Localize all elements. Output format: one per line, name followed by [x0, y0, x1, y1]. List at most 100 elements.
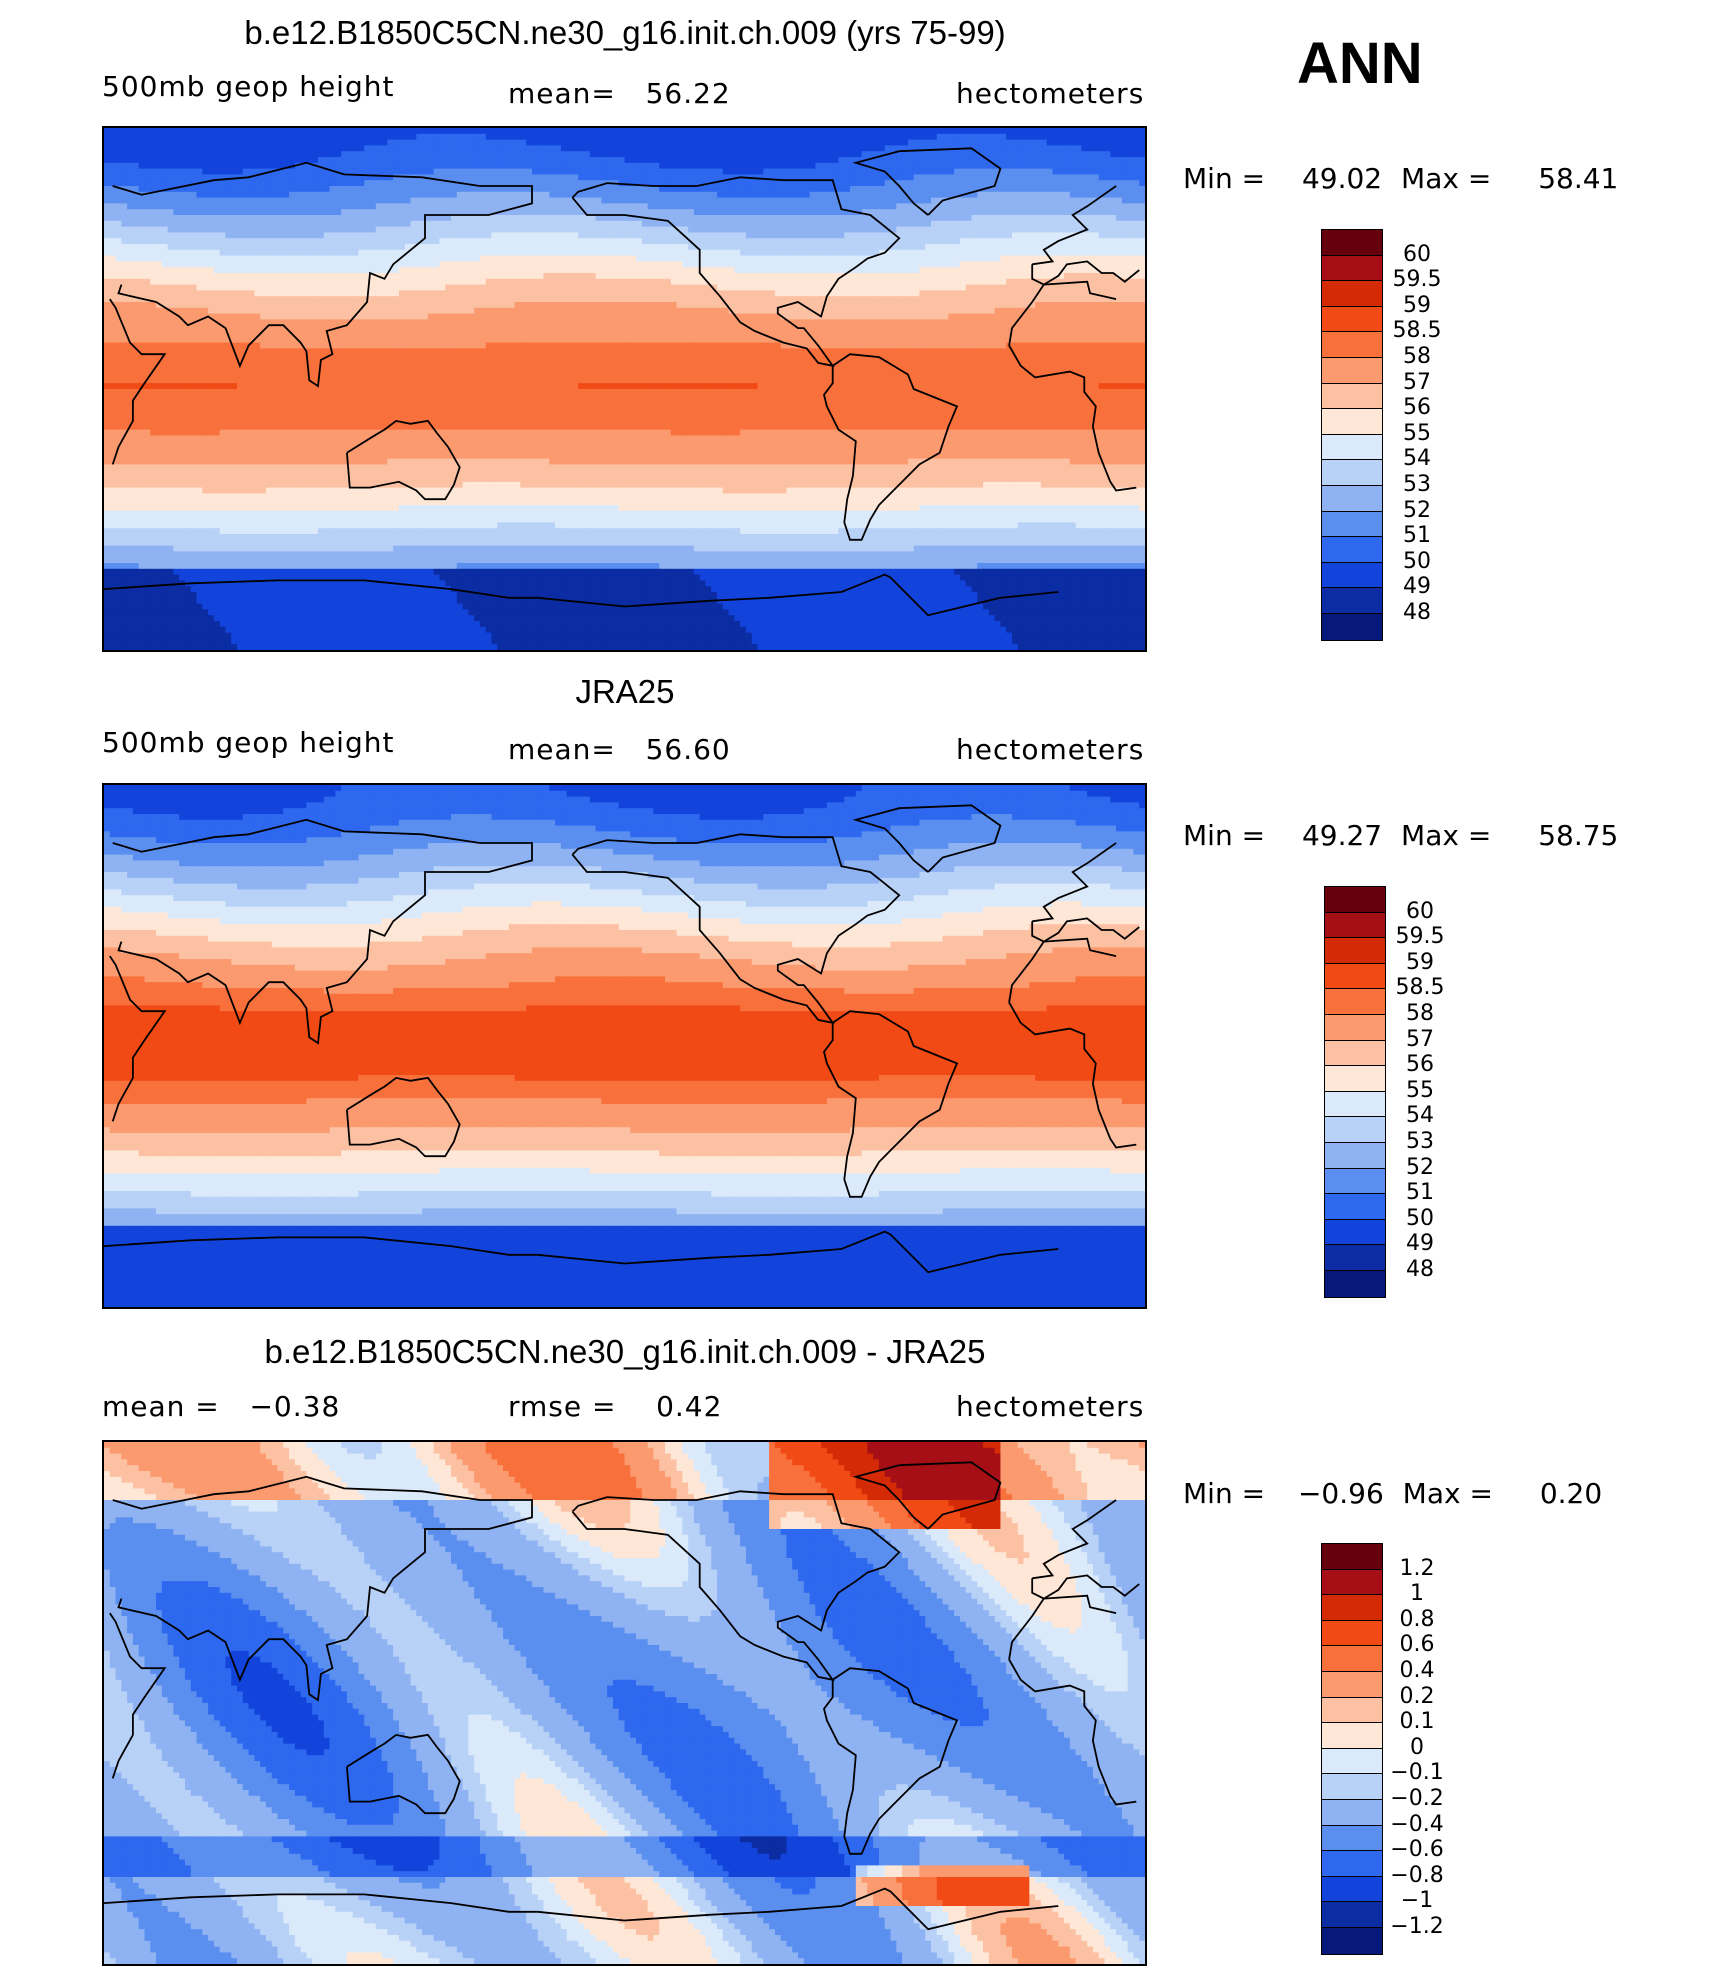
field-cell: [260, 174, 267, 181]
field-cell: [161, 139, 169, 146]
field-cell: [115, 145, 122, 152]
field-cell: [410, 203, 417, 210]
field-cell: [803, 238, 811, 245]
field-cell: [1127, 203, 1135, 210]
field-cell: [682, 203, 689, 210]
field-cell: [792, 191, 799, 199]
field-cell: [416, 220, 423, 228]
field-cell: [994, 261, 1002, 268]
field-cell: [769, 186, 776, 193]
field-cell: [612, 232, 620, 239]
field-cell: [335, 191, 342, 199]
field-cell: [907, 128, 915, 135]
field-cell: [705, 249, 712, 257]
field-cell: [381, 215, 388, 222]
field-cell: [936, 145, 944, 152]
field-cell: [317, 278, 325, 286]
field-cell: [427, 244, 435, 251]
field-cell: [809, 249, 816, 257]
field-cell: [1110, 191, 1117, 199]
field-cell: [346, 220, 354, 228]
field-cell: [878, 273, 886, 280]
field-cell: [1116, 186, 1123, 193]
field-cell: [277, 238, 284, 245]
field-cell: [190, 255, 198, 262]
field-cell: [439, 145, 446, 152]
field-cell: [682, 128, 689, 135]
field-cell: [994, 267, 1002, 274]
field-cell: [289, 209, 296, 216]
field-cell: [260, 267, 267, 274]
field-cell: [988, 226, 996, 233]
field-cell: [994, 157, 1002, 164]
field-cell: [919, 139, 926, 146]
field-cell: [121, 249, 128, 257]
field-cell: [1121, 273, 1129, 280]
field-cell: [312, 128, 319, 135]
field-cell: [826, 209, 834, 216]
field-cell: [358, 244, 365, 251]
field-cell: [173, 209, 180, 216]
field-cell: [1092, 162, 1100, 170]
field-cell: [317, 215, 325, 222]
field-cell: [398, 244, 406, 251]
field-cell: [647, 174, 655, 181]
field-cell: [1069, 267, 1077, 274]
field-cell: [179, 244, 186, 251]
field-cell: [705, 267, 712, 274]
field-cell: [809, 174, 816, 181]
field-cell: [809, 197, 816, 204]
field-cell: [410, 168, 417, 175]
field-cell: [902, 186, 909, 193]
field-cell: [676, 238, 683, 245]
field-cell: [341, 162, 348, 170]
field-cell: [988, 168, 996, 175]
field-cell: [595, 133, 602, 141]
field-cell: [821, 174, 828, 181]
field-cell: [1035, 157, 1042, 164]
field-cell: [965, 255, 973, 262]
field-cell: [653, 180, 660, 187]
field-cell: [161, 232, 169, 239]
field-cell: [370, 284, 377, 291]
field-cell: [717, 151, 724, 158]
field-cell: [861, 180, 868, 187]
field-cell: [821, 203, 828, 210]
field-cell: [745, 261, 753, 268]
field-cell: [208, 220, 215, 228]
field-cell: [184, 238, 192, 245]
field-cell: [954, 186, 961, 193]
field-cell: [589, 128, 597, 135]
field-cell: [1098, 157, 1106, 164]
field-cell: [670, 133, 678, 141]
field-cell: [219, 128, 227, 135]
field-cell: [560, 133, 568, 141]
field-cell: [566, 232, 574, 239]
field-cell: [364, 203, 371, 210]
field-cell: [1116, 162, 1123, 170]
field-cell: [294, 133, 302, 141]
field-cell: [884, 157, 892, 164]
field-cell: [821, 180, 828, 187]
field-cell: [1139, 238, 1145, 245]
field-cell: [433, 191, 441, 199]
field-cell: [503, 203, 510, 210]
field-cell: [931, 145, 938, 152]
field-cell: [780, 284, 788, 291]
field-cell: [422, 197, 429, 204]
field-cell: [167, 267, 174, 274]
field-cell: [167, 284, 174, 291]
field-cell: [931, 249, 938, 257]
field-cell: [132, 209, 140, 216]
field-cell: [306, 226, 313, 233]
field-cell: [497, 215, 504, 222]
field-cell: [341, 174, 348, 181]
field-cell: [699, 220, 707, 228]
field-cell: [387, 209, 394, 216]
field-cell: [925, 139, 932, 146]
field-cell: [780, 226, 788, 233]
field-cell: [734, 145, 741, 152]
field-cell: [161, 226, 169, 233]
field-cell: [925, 203, 932, 210]
field-cell: [630, 203, 637, 210]
